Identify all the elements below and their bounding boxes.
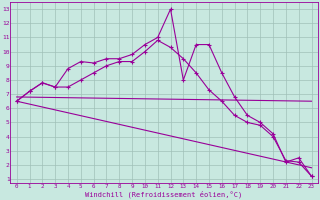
X-axis label: Windchill (Refroidissement éolien,°C): Windchill (Refroidissement éolien,°C) bbox=[85, 190, 243, 198]
